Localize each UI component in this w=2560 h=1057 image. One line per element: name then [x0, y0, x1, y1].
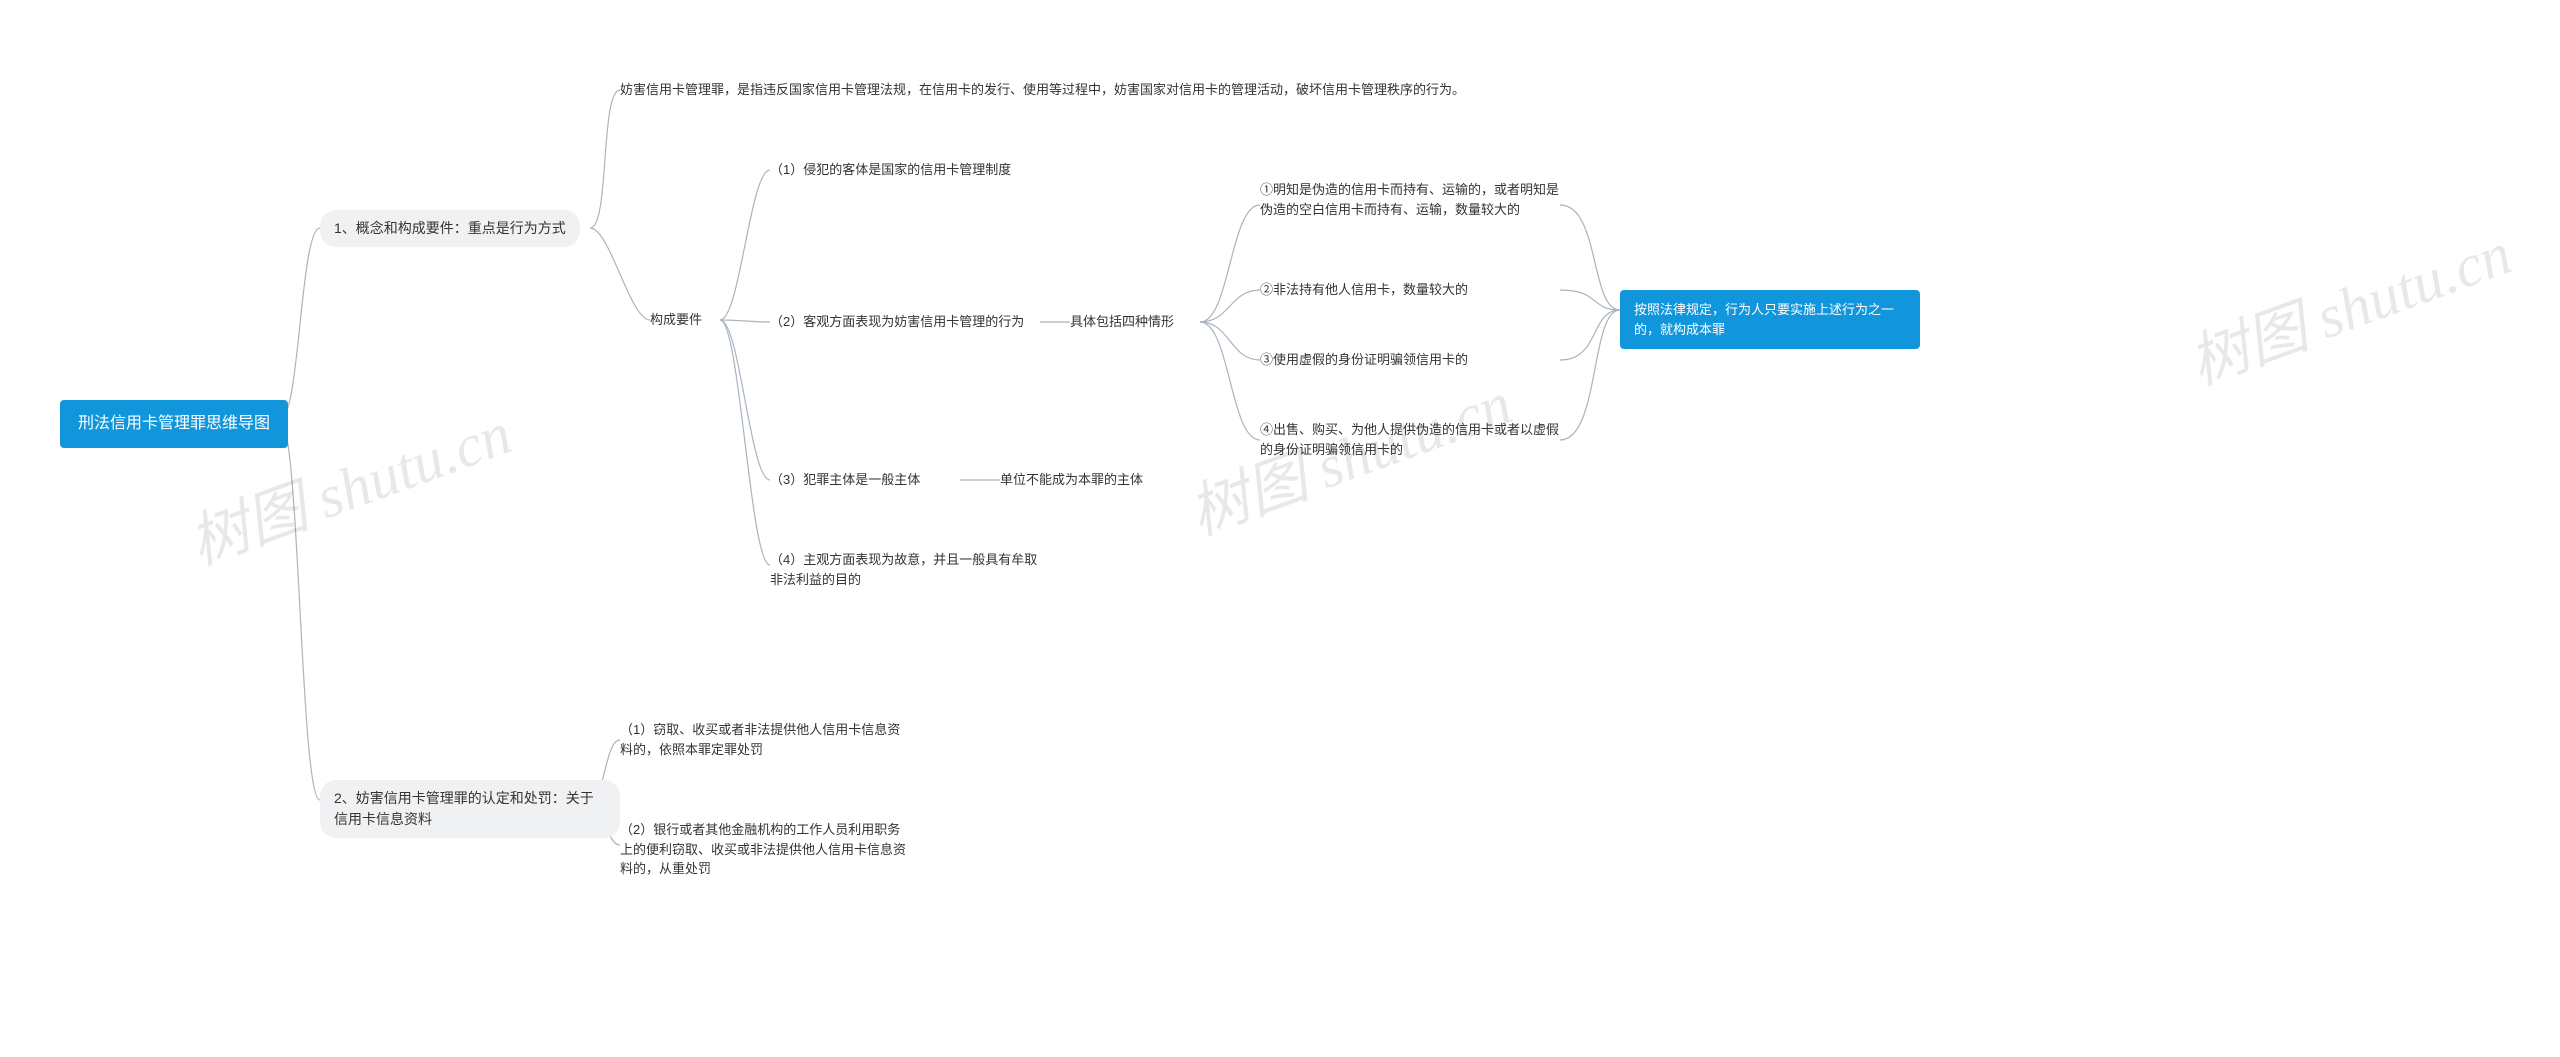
leaf-b2c1: （1）窃取、收买或者非法提供他人信用卡信息资料的，依照本罪定罪处罚 — [620, 720, 910, 759]
leaf-subject-note: 单位不能成为本罪的主体 — [1000, 470, 1143, 490]
leaf-b2c2: （2）银行或者其他金融机构的工作人员利用职务上的便利窃取、收买或非法提供他人信用… — [620, 820, 910, 879]
leaf-objective: （2）客观方面表现为妨害信用卡管理的行为 — [770, 312, 1024, 332]
branch-identification[interactable]: 2、妨害信用卡管理罪的认定和处罚：关于信用卡信息资料 — [320, 780, 620, 838]
branch-concept[interactable]: 1、概念和构成要件：重点是行为方式 — [320, 210, 580, 247]
branch-label: 2、妨害信用卡管理罪的认定和处罚：关于信用卡信息资料 — [334, 790, 594, 827]
branch-label: 1、概念和构成要件：重点是行为方式 — [334, 220, 566, 236]
leaf-s3: ③使用虚假的身份证明骗领信用卡的 — [1260, 350, 1468, 370]
leaf-subjective: （4）主观方面表现为故意，并且一般具有牟取非法利益的目的 — [770, 550, 1050, 589]
leaf-definition: 妨害信用卡管理罪，是指违反国家信用卡管理法规，在信用卡的发行、使用等过程中，妨害… — [620, 80, 1465, 100]
leaf-s4: ④出售、购买、为他人提供伪造的信用卡或者以虚假的身份证明骗领信用卡的 — [1260, 420, 1560, 459]
root-node[interactable]: 刑法信用卡管理罪思维导图 — [60, 400, 288, 448]
connector-layer — [0, 0, 2560, 1057]
leaf-s1: ①明知是伪造的信用卡而持有、运输的，或者明知是伪造的空白信用卡而持有、运输，数量… — [1260, 180, 1560, 219]
leaf-subject: （3）犯罪主体是一般主体 — [770, 470, 920, 490]
leaf-s2: ②非法持有他人信用卡，数量较大的 — [1260, 280, 1468, 300]
watermark: 树图 shutu.cn — [2175, 205, 2521, 402]
node-elements[interactable]: 构成要件 — [650, 310, 702, 330]
leaf-object: （1）侵犯的客体是国家的信用卡管理制度 — [770, 160, 1011, 180]
leaf-four-situations: 具体包括四种情形 — [1070, 312, 1174, 332]
note-highlight: 按照法律规定，行为人只要实施上述行为之一的，就构成本罪 — [1620, 290, 1920, 349]
root-label: 刑法信用卡管理罪思维导图 — [78, 415, 270, 432]
